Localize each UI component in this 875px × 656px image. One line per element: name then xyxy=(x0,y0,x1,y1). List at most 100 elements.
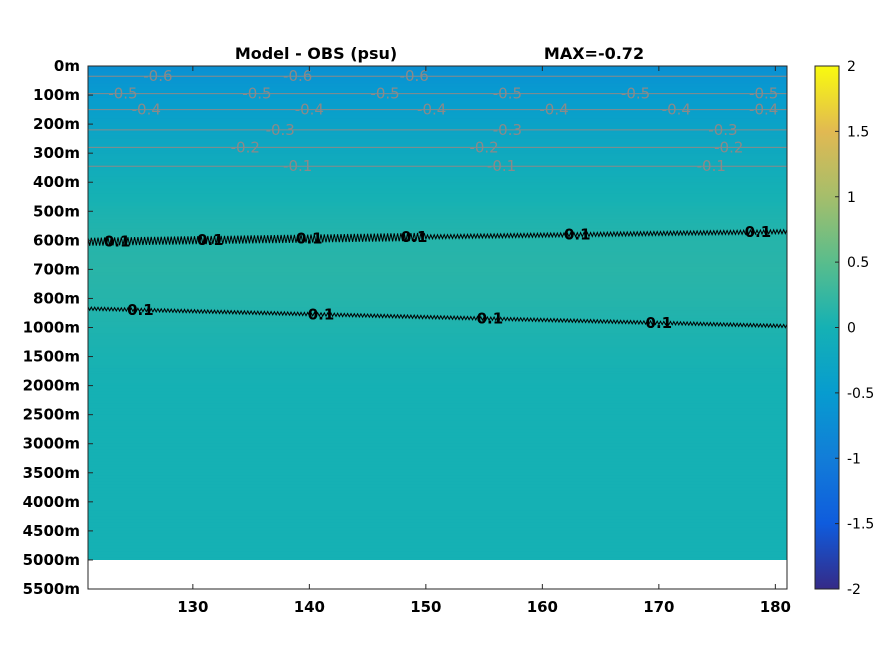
contour-label: -0.4 xyxy=(417,101,446,119)
field-band xyxy=(88,539,787,544)
field-band xyxy=(88,403,787,407)
field-band xyxy=(88,426,787,430)
colorbar-tick-label: 0 xyxy=(847,321,856,337)
y-tick-label: 500m xyxy=(33,202,80,220)
field-band xyxy=(88,435,787,439)
field-band xyxy=(88,458,787,462)
field-band xyxy=(88,461,787,465)
field-band xyxy=(88,525,787,529)
field-band xyxy=(88,507,787,512)
field-band xyxy=(88,429,787,433)
y-tick-label: 700m xyxy=(33,260,80,278)
field-band xyxy=(88,158,787,163)
y-tick-label: 2500m xyxy=(23,406,80,424)
contour-label: 0.1 xyxy=(104,232,131,250)
contour-label: -0.4 xyxy=(295,101,324,119)
contour-label: 0.1 xyxy=(197,231,224,249)
contour-label: 0.1 xyxy=(564,226,591,244)
field-band xyxy=(88,182,787,186)
field-band xyxy=(88,202,787,207)
field-band xyxy=(88,109,787,114)
contour-label: -0.5 xyxy=(749,85,778,103)
field-band xyxy=(88,211,787,215)
field-band xyxy=(88,243,787,247)
field-band xyxy=(88,272,787,276)
x-tick-label: 130 xyxy=(177,598,208,616)
contour-label: 0.1 xyxy=(296,230,323,248)
field-band xyxy=(88,321,787,326)
field-band xyxy=(88,519,787,523)
field-band xyxy=(88,185,787,189)
field-band xyxy=(88,129,787,134)
field-band xyxy=(88,417,787,422)
field-band xyxy=(88,324,787,329)
field-band xyxy=(88,106,787,111)
field-band xyxy=(88,193,787,198)
contour-label: -0.5 xyxy=(493,85,522,103)
field-band xyxy=(88,536,787,541)
y-tick-label: 2000m xyxy=(23,377,80,395)
contour-label: 0.1 xyxy=(308,305,335,323)
field-band xyxy=(88,249,787,253)
y-tick-label: 600m xyxy=(33,231,80,249)
field-band xyxy=(88,188,787,192)
y-tick-label: 400m xyxy=(33,173,80,191)
contour-lines: -0.6 -0.6 -0.6-0.5 -0.5 -0.5 -0.5 -0.5 -0.5-0.4… xyxy=(88,67,787,332)
colorbar-ticks: 2 1.5 1 0.5 0 -0.5 -1 -1.5 -2 xyxy=(835,59,874,598)
contour-label: -0.4 xyxy=(539,101,568,119)
y-tick-label: 0m xyxy=(54,57,80,75)
field-band xyxy=(88,385,787,390)
field-band xyxy=(88,153,787,157)
contour-label: -0.5 xyxy=(242,85,271,103)
x-tick-label: 170 xyxy=(643,598,674,616)
contour-label: 0.1 xyxy=(127,301,154,319)
field-band xyxy=(88,530,787,535)
field-band xyxy=(88,97,787,102)
field-band xyxy=(88,86,787,90)
field-band xyxy=(88,66,787,70)
field-band xyxy=(88,481,787,485)
colorbar-tick-label: 1.5 xyxy=(847,124,869,140)
field-band xyxy=(88,315,787,320)
field-band xyxy=(88,551,787,555)
field-band xyxy=(88,455,787,459)
field-band xyxy=(88,141,787,146)
y-tick-label: 3000m xyxy=(23,435,80,453)
field-band xyxy=(88,266,787,270)
field-band xyxy=(88,208,787,212)
y-tick-label: 800m xyxy=(33,289,80,307)
contour-label: -0.5 xyxy=(370,85,399,103)
field-band xyxy=(88,289,787,294)
contour-label: -0.6 xyxy=(400,67,429,85)
field-band xyxy=(88,411,787,416)
field-band xyxy=(88,150,787,154)
field-band xyxy=(88,397,787,401)
field-band xyxy=(88,365,787,369)
field-band xyxy=(88,557,787,560)
field-band xyxy=(88,353,787,358)
field-band xyxy=(88,173,787,178)
contour-label: -0.3 xyxy=(708,121,737,139)
field-band xyxy=(88,318,787,323)
field-band xyxy=(88,89,787,93)
field-band xyxy=(88,440,787,445)
field-band xyxy=(88,147,787,151)
field-band xyxy=(88,257,787,262)
field-band xyxy=(88,545,787,549)
field-band xyxy=(88,388,787,393)
field-band xyxy=(88,225,787,230)
field-band xyxy=(88,246,787,250)
field-band xyxy=(88,496,787,500)
field-band xyxy=(88,132,787,137)
field-band xyxy=(88,179,787,183)
field-band xyxy=(88,217,787,221)
plot-area: -0.6 -0.6 -0.6-0.5 -0.5 -0.5 -0.5 -0.5 -0.5-0.4… xyxy=(87,65,788,590)
field-band xyxy=(88,301,787,305)
field-band xyxy=(88,240,787,244)
x-tick-label: 140 xyxy=(294,598,325,616)
field-band xyxy=(88,214,787,218)
field-band xyxy=(88,408,787,413)
field-band xyxy=(88,350,787,355)
field-band xyxy=(88,127,787,131)
